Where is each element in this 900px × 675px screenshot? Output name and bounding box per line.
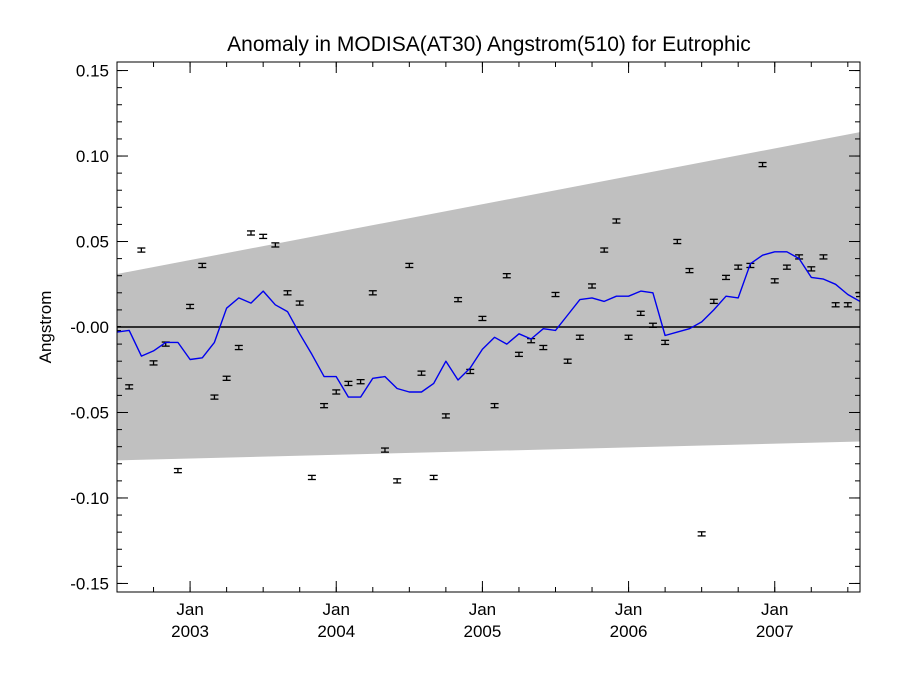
data-point: [722, 274, 731, 281]
data-point: [490, 402, 499, 409]
data-point: [356, 379, 365, 385]
y-tick-label: -0.15: [70, 574, 109, 593]
data-point: [307, 474, 316, 481]
data-point: [807, 266, 816, 272]
x-tick-year-label: 2005: [463, 622, 501, 641]
data-point: [405, 262, 414, 269]
data-point: [600, 247, 609, 253]
data-point: [368, 290, 377, 296]
data-point: [588, 283, 597, 289]
data-point: [734, 264, 743, 270]
data-point: [429, 474, 438, 481]
data-point: [137, 247, 146, 253]
x-tick-month-label: Jan: [469, 600, 496, 619]
data-point: [332, 389, 341, 395]
y-tick-label: 0.10: [76, 147, 109, 166]
y-tick-label: 0.05: [76, 233, 109, 252]
data-point: [782, 264, 791, 270]
confidence-band: [117, 132, 860, 461]
data-point: [843, 302, 852, 308]
data-point: [770, 278, 779, 284]
data-point: [222, 375, 231, 381]
y-tick-label: -0.05: [70, 403, 109, 422]
data-point: [502, 273, 511, 279]
data-point: [246, 230, 255, 236]
data-point: [441, 413, 450, 419]
x-tick-month-label: Jan: [615, 600, 642, 619]
data-point: [234, 344, 243, 351]
data-point: [758, 161, 767, 168]
data-point: [478, 315, 487, 322]
data-point: [210, 394, 219, 400]
x-tick-month-label: Jan: [323, 600, 350, 619]
data-point: [709, 298, 718, 305]
data-point: [417, 370, 426, 376]
x-tick-year-label: 2003: [171, 622, 209, 641]
smoothed-anomaly-line: [117, 251, 860, 398]
x-tick-year-label: 2004: [317, 622, 355, 641]
data-point: [563, 358, 572, 364]
data-point: [685, 267, 694, 274]
y-tick-label: 0.15: [76, 62, 109, 81]
data-point: [186, 303, 195, 310]
data-point: [612, 218, 621, 224]
data-point: [514, 351, 523, 358]
data-point: [697, 531, 706, 537]
x-tick-year-label: 2006: [610, 622, 648, 641]
data-point: [661, 339, 670, 346]
data-point: [648, 322, 657, 328]
data-point: [393, 478, 402, 484]
data-point: [466, 368, 475, 375]
chart-title: Anomaly in MODISA(AT30) Angstrom(510) fo…: [227, 33, 751, 56]
data-point: [380, 447, 389, 453]
data-point: [125, 384, 134, 390]
data-point: [636, 310, 645, 317]
data-point: [344, 380, 353, 387]
data-point: [539, 344, 548, 351]
plot-area: 0.15 0.10 0.05 -0.00 -0.05 -0.10 -0.15 Jan 2003 J…: [70, 61, 861, 641]
data-point: [259, 233, 268, 240]
data-point: [198, 262, 207, 269]
y-tick-label: -0.00: [70, 318, 109, 337]
data-point: [575, 334, 584, 340]
x-tick-month-label: Jan: [761, 600, 788, 619]
data-point: [173, 467, 182, 474]
y-axis-label: Angstrom: [36, 291, 55, 364]
data-point: [149, 360, 158, 366]
y-tick-label: -0.10: [70, 489, 109, 508]
data-point: [295, 300, 304, 306]
data-point: [673, 238, 682, 245]
data-point: [551, 291, 560, 298]
data-point: [831, 302, 840, 308]
data-point: [624, 334, 633, 340]
x-tick-month-label: Jan: [176, 600, 203, 619]
data-point: [819, 254, 828, 260]
x-tick-year-label: 2007: [756, 622, 794, 641]
data-point: [454, 296, 463, 303]
data-point: [283, 290, 292, 296]
data-point: [320, 402, 329, 409]
data-point: [271, 242, 280, 248]
